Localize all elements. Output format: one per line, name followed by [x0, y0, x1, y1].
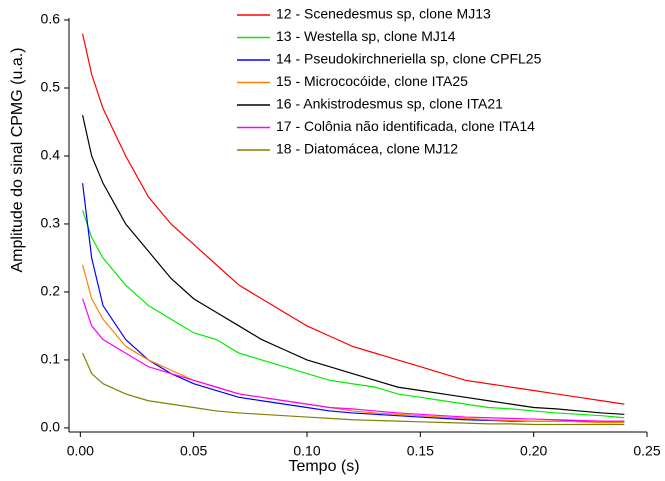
y-tick-label: 0.3 [41, 215, 61, 231]
y-tick-label: 0.5 [41, 79, 61, 95]
legend-label: 18 - Diatomácea, clone MJ12 [276, 141, 458, 157]
x-tick-label: 0.25 [633, 443, 660, 459]
series-line [82, 33, 625, 405]
legend-label: 16 - Ankistrodesmus sp, clone ITA21 [276, 96, 503, 112]
legend-label: 17 - Colônia não identificada, clone ITA… [276, 118, 535, 134]
series-line [82, 210, 625, 419]
y-tick-label: 0.4 [41, 147, 61, 163]
series-line [82, 298, 625, 422]
y-tick-label: 0.0 [41, 419, 61, 435]
y-axis-title: Amplitude do sinal CPMG (u.a.) [9, 48, 26, 273]
legend-label: 13 - Westella sp, clone MJ14 [276, 28, 456, 44]
series-line [82, 115, 625, 415]
x-tick-label: 0.20 [520, 443, 547, 459]
legend-label: 14 - Pseudokirchneriella sp, clone CPFL2… [276, 51, 542, 67]
x-tick-label: 0.00 [67, 443, 94, 459]
series-line [82, 352, 625, 426]
x-axis-title: Tempo (s) [288, 458, 359, 475]
series-line [82, 183, 625, 422]
x-tick-label: 0.15 [407, 443, 434, 459]
legend-label: 15 - Micrococóide, clone ITA25 [276, 73, 468, 89]
y-tick-label: 0.2 [41, 283, 61, 299]
legend-label: 12 - Scenedesmus sp, clone MJ13 [276, 6, 491, 22]
x-tick-label: 0.10 [293, 443, 320, 459]
y-tick-label: 0.1 [41, 351, 61, 367]
series-line [82, 264, 625, 424]
x-tick-label: 0.05 [180, 443, 207, 459]
y-tick-label: 0.6 [41, 11, 61, 27]
